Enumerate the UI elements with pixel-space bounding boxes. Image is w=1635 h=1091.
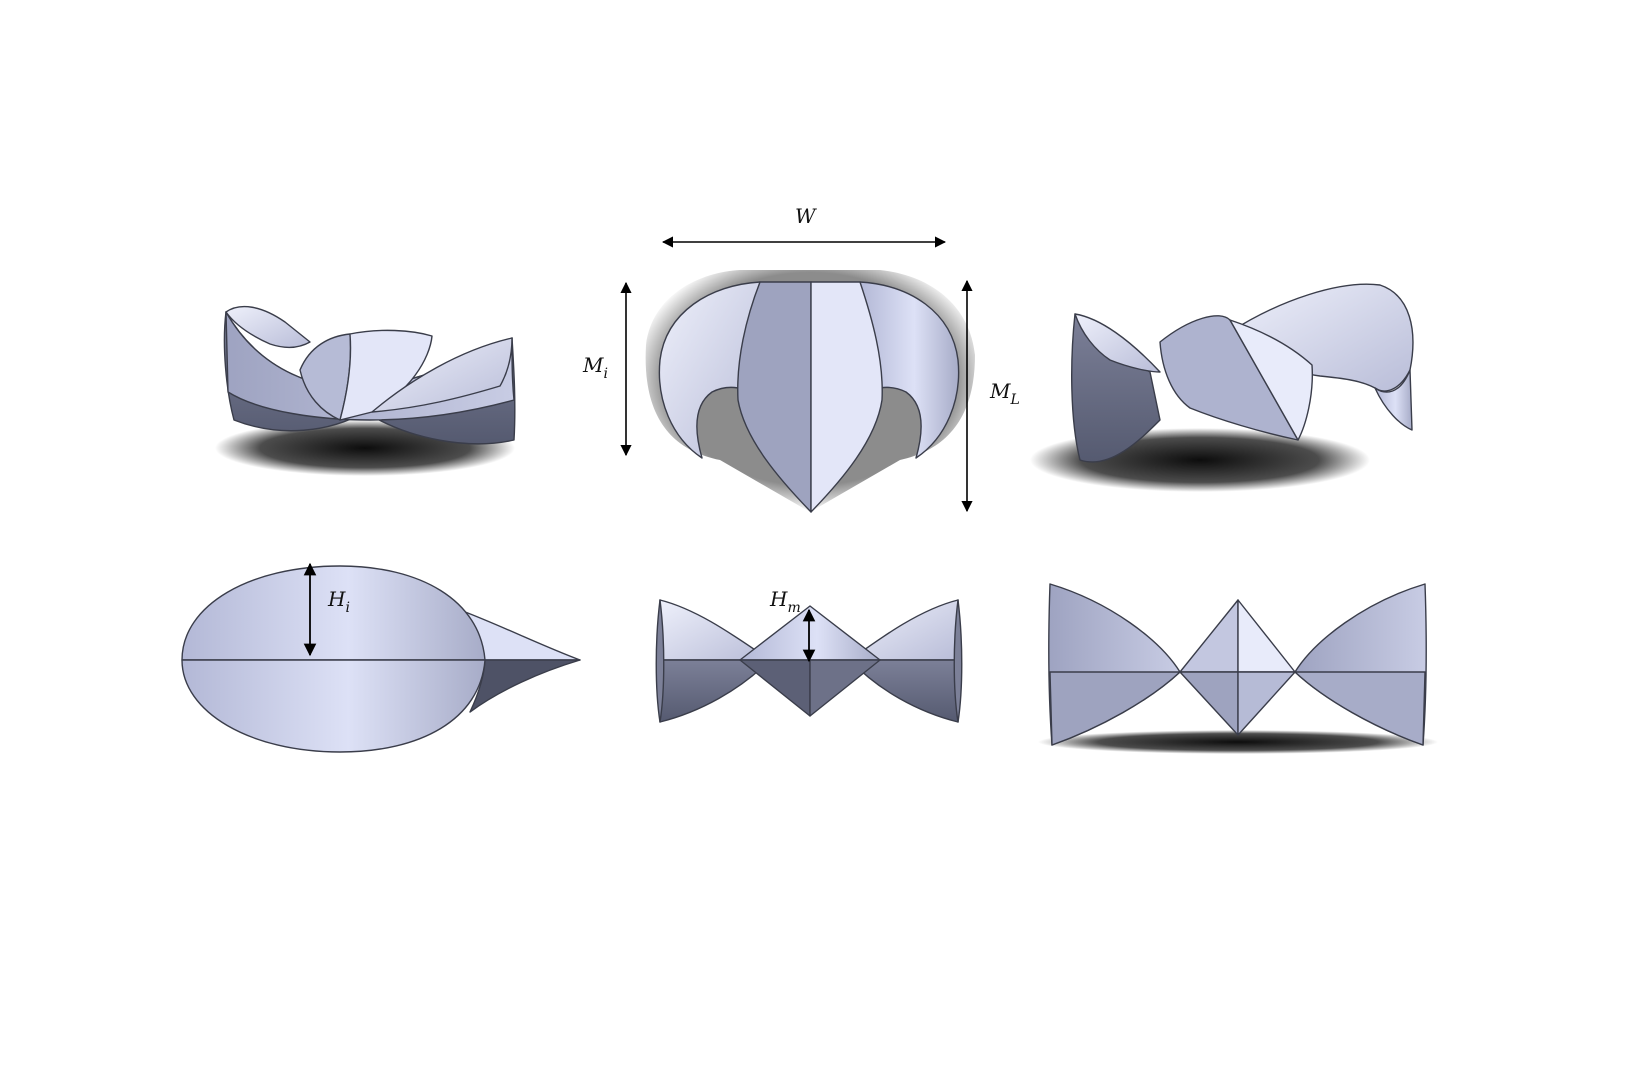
right-wing-tail	[1374, 369, 1413, 431]
top-half	[181, 565, 486, 661]
label-Hi: Hi	[327, 587, 350, 616]
left-flap	[225, 305, 311, 349]
view-top	[181, 565, 581, 753]
dimension-arrows	[303, 236, 973, 663]
label-W: W	[795, 204, 817, 228]
left-panel-lower	[1049, 671, 1181, 746]
center-petal-left	[737, 281, 812, 513]
view-front	[645, 270, 975, 513]
center-block-right	[1229, 319, 1314, 441]
diamond-top	[739, 605, 881, 661]
right-panel-lower	[1294, 671, 1426, 746]
center-petal-right	[810, 281, 883, 513]
label-ML: ML	[989, 379, 1020, 408]
label-Mi: Mi	[582, 353, 608, 382]
bottom-half	[181, 659, 486, 753]
tail-spike-lower	[469, 659, 581, 713]
view-perspective-front	[1038, 583, 1438, 754]
diamond-bottom-left	[739, 659, 811, 717]
ground-shadow	[1038, 730, 1438, 754]
center-block-left	[1159, 315, 1299, 441]
right-wing	[371, 337, 513, 413]
center-lobe-right	[339, 329, 433, 421]
pyramid-left	[1179, 599, 1239, 673]
pyramid-bottom-right	[1237, 671, 1296, 736]
diamond-bottom-right	[809, 659, 881, 717]
pyramid-bottom-left	[1179, 671, 1239, 736]
left-wing-edge	[655, 599, 665, 723]
pyramid-right	[1237, 599, 1296, 673]
view-isometric-right	[1030, 283, 1414, 492]
right-wing-edge	[953, 599, 963, 723]
view-isometric-left	[215, 305, 516, 476]
left-band-inner	[1074, 313, 1161, 373]
dimension-labels: W Mi ML Hi Hm	[327, 204, 1020, 616]
label-Hm: Hm	[769, 587, 801, 616]
